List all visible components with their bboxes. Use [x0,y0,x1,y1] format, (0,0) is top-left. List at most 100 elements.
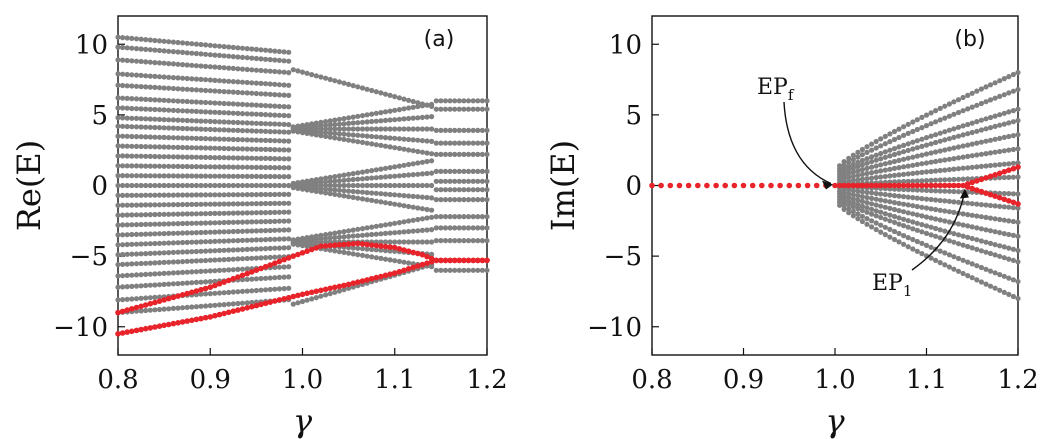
data-point [239,101,246,107]
data-point [272,182,278,189]
data-point [161,182,167,189]
data-point [281,82,287,88]
data-point [170,107,176,113]
data-point [364,232,370,238]
data-point [978,226,985,232]
highlight-point [235,274,241,280]
data-point [263,164,269,171]
data-point [147,241,153,247]
data-point [974,201,980,207]
data-point [983,99,989,105]
data-point [318,176,324,182]
data-point [978,100,985,107]
data-point [378,142,384,148]
data-point [392,145,398,151]
data-point [203,42,209,48]
data-point [373,231,379,237]
highlight-point [327,242,334,249]
data-point [382,230,389,236]
data-point [161,231,167,237]
data-point [239,300,246,306]
data-point [286,129,292,135]
data-point [133,72,140,78]
highlight-point [475,257,481,264]
highlight-point [152,299,158,306]
data-point [239,256,246,262]
data-point [207,77,213,83]
data-point [1015,146,1021,152]
y-tick-label: 10 [609,30,642,60]
y-tick-label: 5 [625,101,642,131]
data-point [147,106,153,112]
data-point [355,170,361,176]
highlight-point [1006,198,1012,204]
data-point [189,62,195,68]
data-point [184,230,190,236]
highlight-point [262,263,269,270]
data-point [470,178,476,184]
highlight-point [165,295,172,302]
highlight-point [405,248,412,254]
data-point [919,213,925,219]
data-point [193,173,199,179]
data-point [378,134,384,140]
data-point [896,193,902,199]
data-point [133,251,140,257]
data-point [433,151,439,157]
data-point [910,178,916,184]
data-point [161,125,167,131]
data-point [207,164,213,170]
data-point [955,176,962,182]
highlight-point [336,242,343,248]
data-point [1001,121,1007,127]
data-point [424,170,430,177]
data-point [253,246,259,252]
data-point [193,248,199,255]
data-point [887,234,893,240]
data-point [244,276,250,282]
data-point [864,209,870,215]
highlight-point [230,275,237,282]
x-tick-label: 0.8 [631,365,672,395]
data-point [180,201,186,208]
data-point [276,286,282,292]
data-point [138,231,144,237]
data-point [960,154,966,160]
data-point [152,84,158,90]
data-point [152,173,158,179]
highlight-point [841,182,847,189]
data-point [290,180,296,186]
data-point [281,121,287,127]
data-point [969,201,975,207]
data-point [369,87,375,94]
data-point [180,117,186,123]
highlight-point [484,257,490,264]
data-point [184,98,190,105]
highlight-point [202,285,209,292]
data-point [235,266,241,272]
data-point [138,72,144,78]
data-point [1001,204,1007,210]
data-point [978,214,985,220]
data-point [120,284,126,290]
data-point [859,198,866,204]
data-point [424,239,430,245]
data-point [147,202,153,208]
data-point [914,178,920,184]
data-point [281,112,287,119]
data-point [359,246,366,252]
data-point [382,200,389,206]
data-point [244,182,250,189]
data-point [286,264,292,270]
data-point [129,58,135,64]
data-point [484,267,490,273]
data-point [378,223,384,229]
data-point [410,161,416,167]
data-point [272,156,278,162]
data-point [166,221,172,227]
data-point [203,63,209,69]
highlight-point [225,277,232,284]
data-point [378,126,384,132]
data-point [387,165,393,171]
highlight-point [969,185,975,192]
